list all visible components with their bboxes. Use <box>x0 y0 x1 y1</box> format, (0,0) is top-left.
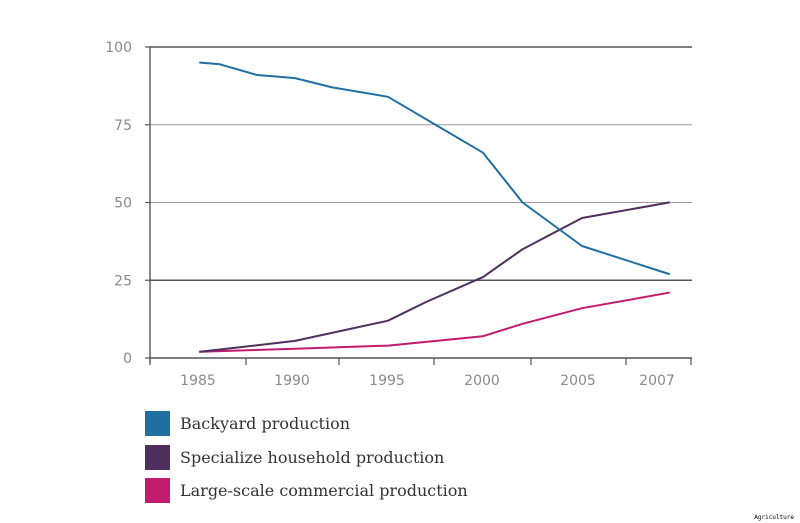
legend-label: Large-scale commercial production <box>180 481 468 500</box>
legend-label: Backyard production <box>180 414 351 433</box>
x-tick-label: 2000 <box>464 373 500 389</box>
legend-swatch <box>145 478 170 503</box>
y-tick-label: 75 <box>114 118 132 134</box>
x-tick-label: 1990 <box>274 373 310 389</box>
legend-swatch <box>145 444 170 470</box>
legend: Backyard production Specialize household… <box>145 411 468 512</box>
legend-item: Large-scale commercial production <box>145 478 468 503</box>
y-tick-label: 0 <box>123 351 132 367</box>
legend-swatch <box>145 411 170 436</box>
series-line-specialize-household-production <box>199 201 670 353</box>
legend-item: Backyard production <box>145 411 468 436</box>
y-tick-label: 100 <box>105 40 132 56</box>
caption: Agriculture <box>754 514 794 521</box>
series-line-large-scale-commercial-production <box>199 291 670 353</box>
x-tick-label: 1995 <box>369 373 405 389</box>
legend-item: Specialize household production <box>145 444 468 470</box>
x-tick-label: 1985 <box>180 373 216 389</box>
y-tick-label: 50 <box>114 196 132 212</box>
legend-label: Specialize household production <box>180 447 445 467</box>
line-chart: 0 25 50 75 100 1985 1990 1995 2000 2005 2007 <box>105 40 692 389</box>
y-tick-label: 25 <box>114 273 132 289</box>
x-tick-label: 2007 <box>639 373 675 389</box>
series-line-backyard-production <box>199 61 670 275</box>
x-tick-label: 2005 <box>560 373 596 389</box>
